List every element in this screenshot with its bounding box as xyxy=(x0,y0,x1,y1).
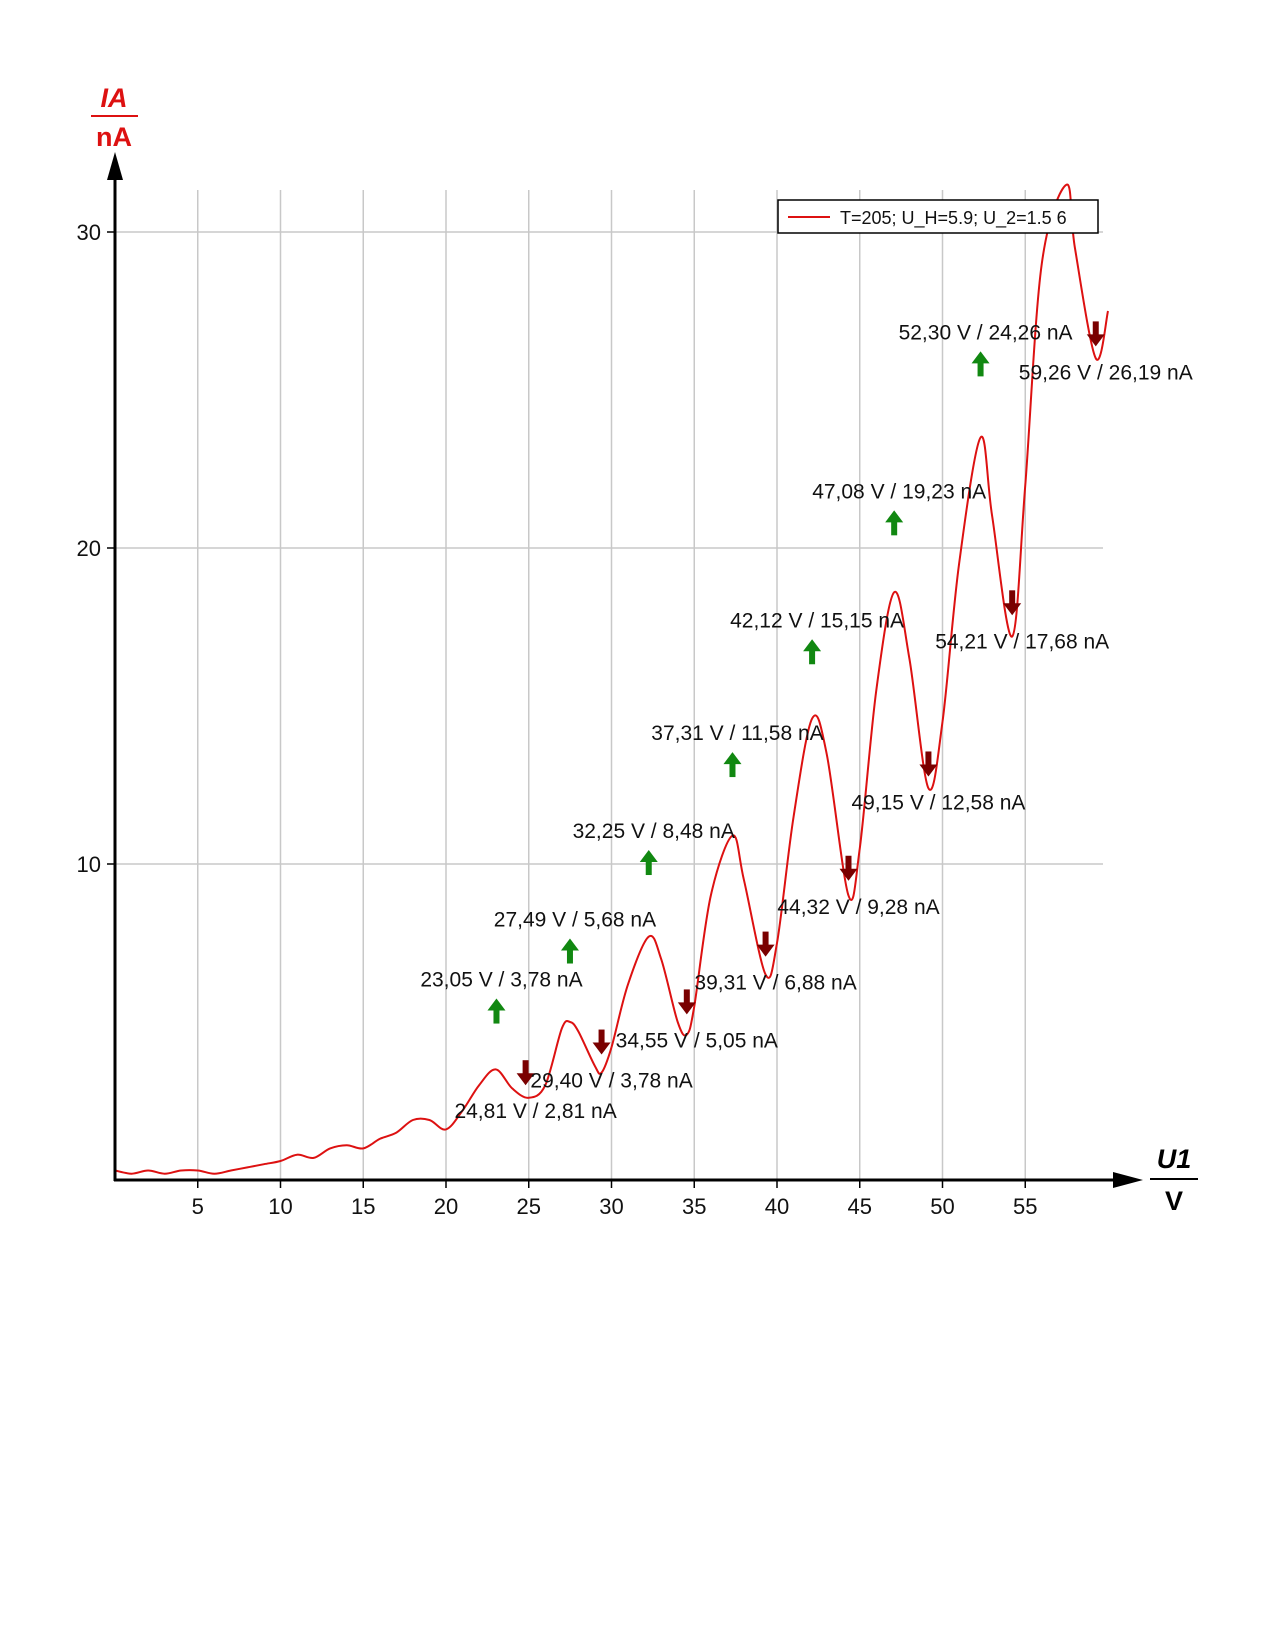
max-arrow-icon xyxy=(971,351,990,364)
y-axis-arrow xyxy=(107,152,123,180)
min-annotation-label: 34,55 V / 5,05 nA xyxy=(616,1029,778,1052)
min-arrow-icon xyxy=(516,1073,535,1086)
min-annotation-label: 59,26 V / 26,19 nA xyxy=(1019,361,1193,384)
axes xyxy=(107,152,1143,1188)
min-annotation-label: 44,32 V / 9,28 nA xyxy=(777,896,939,919)
max-marker: 52,30 V / 24,26 nA xyxy=(899,321,1073,377)
y-tick-label: 30 xyxy=(77,220,101,245)
x-axis-unit: V xyxy=(1165,1186,1183,1216)
min-marker: 39,31 V / 6,88 nA xyxy=(694,931,857,995)
max-marker: 32,25 V / 8,48 nA xyxy=(573,820,735,876)
x-axis-arrow xyxy=(1113,1172,1143,1188)
y-axis-unit: nA xyxy=(96,122,132,152)
x-tick-label: 35 xyxy=(682,1194,706,1219)
min-marker: 29,40 V / 3,78 nA xyxy=(530,1029,693,1093)
max-marker: 23,05 V / 3,78 nA xyxy=(420,969,583,1024)
x-tick-label: 15 xyxy=(351,1194,375,1219)
x-tick-label: 55 xyxy=(1013,1194,1037,1219)
min-marker: 49,15 V / 12,58 nA xyxy=(851,751,1025,814)
y-tick-label: 10 xyxy=(77,852,101,877)
max-arrow-shaft xyxy=(493,1009,500,1024)
max-marker: 47,08 V / 19,23 nA xyxy=(812,480,986,536)
max-arrow-icon xyxy=(723,752,742,765)
x-tick-label: 45 xyxy=(848,1194,872,1219)
min-marker: 34,55 V / 5,05 nA xyxy=(616,989,778,1052)
legend-box xyxy=(777,199,1099,234)
y-axis-label: IA xyxy=(101,83,128,113)
min-marker: 54,21 V / 17,68 nA xyxy=(935,590,1109,653)
min-annotation-label: 39,31 V / 6,88 nA xyxy=(694,972,856,995)
x-tick-label: 50 xyxy=(930,1194,954,1219)
max-arrow-icon xyxy=(885,510,904,523)
min-marker: 24,81 V / 2,81 nA xyxy=(454,1060,617,1123)
max-annotation-label: 32,25 V / 8,48 nA xyxy=(573,820,735,843)
max-arrow-icon xyxy=(560,938,579,951)
max-arrow-icon xyxy=(487,998,506,1011)
max-annotation-label: 27,49 V / 5,68 nA xyxy=(494,909,656,932)
max-arrow-shaft xyxy=(891,521,898,536)
legend-entry: T=205; U_H=5.9; U_2=1.5 6 xyxy=(840,208,1067,229)
max-arrow-shaft xyxy=(645,861,652,876)
max-arrow-shaft xyxy=(977,362,984,377)
max-annotation-label: 52,30 V / 24,26 nA xyxy=(899,321,1073,344)
min-arrow-shaft xyxy=(683,989,690,1004)
x-tick-label: 25 xyxy=(517,1194,541,1219)
max-annotation-label: 23,05 V / 3,78 nA xyxy=(420,969,582,992)
x-ticks: 5 10 15 20 25 30 35 40 45 50 55 xyxy=(192,1180,1037,1219)
min-marker: 44,32 V / 9,28 nA xyxy=(777,855,940,919)
min-arrow-icon xyxy=(677,1002,696,1015)
legend: T=205; U_H=5.9; U_2=1.5 6 xyxy=(777,199,1099,234)
min-arrow-icon xyxy=(839,868,858,881)
max-marker: 27,49 V / 5,68 nA xyxy=(494,909,656,964)
x-tick-label: 10 xyxy=(268,1194,292,1219)
series-line xyxy=(114,183,1109,1175)
min-arrow-shaft xyxy=(845,855,852,870)
min-arrow-shaft xyxy=(598,1029,605,1044)
max-annotation-label: 42,12 V / 15,15 nA xyxy=(730,609,904,632)
max-arrow-icon xyxy=(803,639,822,652)
min-arrow-icon xyxy=(756,944,775,957)
max-annotation-label: 37,31 V / 11,58 nA xyxy=(651,722,823,745)
min-arrow-shaft xyxy=(762,931,769,946)
x-tick-label: 5 xyxy=(192,1194,204,1219)
min-arrow-shaft xyxy=(522,1060,529,1075)
y-tick-label: 20 xyxy=(77,536,101,561)
min-annotation-label: 49,15 V / 12,58 nA xyxy=(851,791,1025,814)
x-tick-label: 20 xyxy=(434,1194,458,1219)
min-arrow-icon xyxy=(919,764,938,777)
min-arrow-shaft xyxy=(925,751,932,766)
max-marker: 37,31 V / 11,58 nA xyxy=(651,722,824,778)
min-arrow-icon xyxy=(1003,603,1022,616)
y-ticks: 10 20 30 xyxy=(77,220,115,877)
max-arrow-icon xyxy=(639,850,658,863)
min-arrow-shaft xyxy=(1009,590,1016,605)
max-annotation-label: 47,08 V / 19,23 nA xyxy=(812,480,986,503)
min-marker: 59,26 V / 26,19 nA xyxy=(1019,321,1193,384)
annotation-markers: 23,05 V / 3,78 nA 24,81 V / 2,81 nA 27,49 … xyxy=(420,321,1192,1123)
max-arrow-shaft xyxy=(809,650,816,665)
min-arrow-icon xyxy=(1086,334,1105,347)
x-tick-label: 40 xyxy=(765,1194,789,1219)
x-tick-label: 30 xyxy=(599,1194,623,1219)
min-arrow-icon xyxy=(592,1042,611,1055)
min-annotation-label: 29,40 V / 3,78 nA xyxy=(530,1070,692,1093)
min-arrow-shaft xyxy=(1092,321,1099,336)
max-arrow-shaft xyxy=(729,763,736,778)
min-annotation-label: 54,21 V / 17,68 nA xyxy=(935,630,1109,653)
min-annotation-label: 24,81 V / 2,81 nA xyxy=(454,1100,616,1123)
max-arrow-shaft xyxy=(566,949,573,964)
x-axis-label: U1 xyxy=(1157,1144,1192,1174)
max-marker: 42,12 V / 15,15 nA xyxy=(730,609,904,665)
